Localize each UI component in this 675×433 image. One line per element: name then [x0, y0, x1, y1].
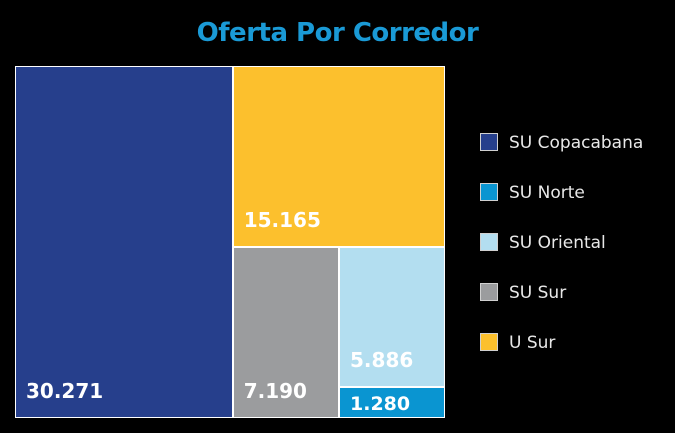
- legend-swatch-su-norte: [480, 183, 498, 201]
- legend-swatch-u-sur: [480, 333, 498, 351]
- legend-label-su-norte: SU Norte: [509, 183, 585, 203]
- treemap-tile-su-copacabana: 30.271: [16, 67, 232, 417]
- legend-item-su-oriental: SU Oriental: [478, 231, 668, 255]
- legend-swatch-su-copacabana: [480, 133, 498, 151]
- data-label-su-sur: 7.190: [243, 378, 307, 403]
- legend-item-su-sur: SU Sur: [478, 281, 668, 305]
- legend-item-su-norte: SU Norte: [478, 181, 668, 205]
- legend-swatch-su-oriental: [480, 233, 498, 251]
- treemap-tile-u-sur: 15.165: [233, 67, 444, 246]
- treemap-tile-su-oriental: 5.886: [340, 247, 444, 387]
- legend-label-su-copacabana: SU Copacabana: [509, 133, 644, 153]
- treemap-plot-area: 30.271 15.165 7.190 5.886 1.280: [15, 66, 445, 418]
- data-label-su-copacabana: 30.271: [26, 379, 104, 403]
- legend-label-su-oriental: SU Oriental: [509, 233, 606, 253]
- data-label-u-sur: 15.165: [243, 207, 321, 232]
- legend-label-su-sur: SU Sur: [509, 283, 567, 303]
- legend-item-u-sur: U Sur: [478, 331, 668, 355]
- data-label-su-norte: 1.280: [350, 392, 411, 415]
- legend-label-u-sur: U Sur: [509, 333, 556, 353]
- treemap-tile-su-norte: 1.280: [340, 388, 444, 417]
- chart-title: Oferta Por Corredor: [196, 18, 479, 48]
- treemap-tile-su-sur: 7.190: [233, 247, 339, 417]
- data-label-su-oriental: 5.886: [350, 348, 414, 373]
- legend-item-su-copacabana: SU Copacabana: [478, 131, 668, 155]
- legend-swatch-su-sur: [480, 283, 498, 301]
